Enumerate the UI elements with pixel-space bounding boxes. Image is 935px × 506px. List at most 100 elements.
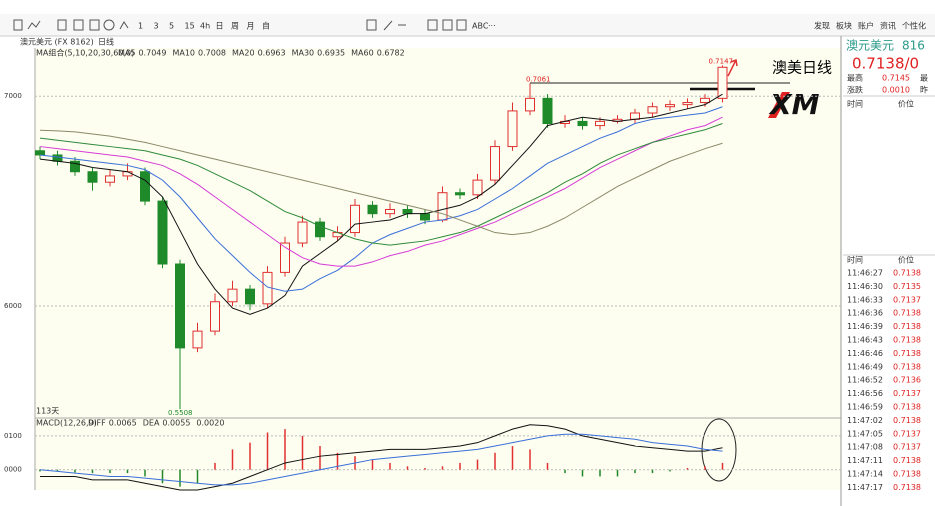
menu-item[interactable]: 账户 — [858, 21, 874, 31]
icon[interactable] — [13, 19, 23, 31]
candle-body — [175, 263, 185, 349]
icon[interactable] — [27, 20, 41, 30]
toolbar-icons[interactable] — [13, 19, 467, 31]
arrow — [727, 59, 737, 77]
legend-value: 0.7008 — [198, 49, 226, 58]
series-line — [39, 129, 723, 236]
candle-body — [700, 97, 710, 104]
toolbar-button[interactable]: ABC — [472, 22, 489, 31]
toolbar-button[interactable]: ··· — [488, 22, 496, 31]
candle-body — [192, 330, 203, 349]
macd-title: MACD(12,26,9) — [36, 419, 97, 428]
icon[interactable] — [442, 19, 453, 31]
menu-item[interactable]: 个性化 — [902, 21, 926, 31]
high-label: 0.7061 — [526, 75, 551, 83]
trade-price: 0.7137 — [893, 295, 921, 304]
trade-time: 11:47:14 — [847, 470, 883, 479]
period-button[interactable]: 5 — [169, 22, 174, 31]
trade-price: 0.7138 — [893, 470, 921, 479]
quote-code: 816 — [902, 39, 925, 53]
legend-value: 0.6782 — [377, 49, 405, 58]
legend-value: 0.0065 — [109, 419, 137, 428]
icon[interactable] — [383, 20, 393, 31]
legend-value: 0.7049 — [138, 49, 166, 58]
y-tick-label: 7000 — [4, 92, 22, 100]
highlight-circle — [701, 418, 737, 482]
trade-time: 11:46:36 — [847, 309, 883, 318]
toolbar — [0, 14, 935, 36]
trade-time: 11:46:56 — [847, 389, 883, 398]
series-line — [39, 106, 723, 292]
trade-time: 11:47:08 — [847, 443, 883, 452]
quote-name: 澳元美元 — [846, 39, 894, 53]
icon[interactable] — [119, 21, 129, 30]
candle-body — [367, 204, 378, 215]
price-panel — [35, 48, 841, 418]
trade-time: 11:46:49 — [847, 362, 883, 371]
trade-price: 0.7137 — [893, 389, 921, 398]
candle-body — [437, 192, 448, 221]
menu-item[interactable]: 板块 — [836, 21, 852, 31]
icon[interactable] — [456, 19, 467, 31]
series-line — [39, 123, 723, 246]
menu-item[interactable]: 发现 — [814, 21, 830, 31]
symbol: 澳元美元 (FX 8162) — [20, 37, 94, 47]
macd-value: 0.0020 — [196, 419, 224, 428]
icon[interactable] — [57, 19, 67, 31]
candle-body — [210, 301, 220, 332]
trade-time: 11:47:17 — [847, 483, 883, 492]
quote-value: 0.0010 — [882, 86, 910, 95]
trade-price: 0.7138 — [893, 362, 921, 371]
series-line — [39, 116, 723, 267]
trade-price: 0.7138 — [893, 416, 921, 425]
trade-price: 0.7138 — [893, 309, 921, 318]
candle-body — [682, 102, 693, 106]
candle-body — [577, 120, 588, 127]
trade-time: 11:47:02 — [847, 416, 883, 425]
candle-body — [297, 221, 308, 244]
menu-item[interactable]: 资讯 — [880, 21, 896, 31]
period-button[interactable]: 3 — [154, 22, 159, 31]
period-button[interactable]: 15 — [185, 22, 195, 31]
quote-label: 最高 — [847, 73, 863, 83]
candle-body — [490, 146, 500, 181]
icon[interactable] — [427, 19, 438, 31]
icon[interactable] — [103, 19, 115, 31]
trade-price: 0.7138 — [893, 483, 921, 492]
legend-value: 0.0055 — [162, 419, 190, 428]
trade-time: 11:46:30 — [847, 282, 883, 291]
candle-body — [507, 110, 518, 148]
candle-body — [105, 175, 115, 183]
period-button[interactable]: 月 — [247, 22, 255, 31]
period-button[interactable]: 日 — [216, 22, 224, 31]
period-button[interactable]: 1 — [138, 22, 143, 31]
icon[interactable] — [89, 19, 100, 31]
trade-price: 0.7138 — [893, 403, 921, 412]
icon[interactable] — [366, 19, 377, 31]
trade-time: 11:46:27 — [847, 269, 883, 278]
trade-time: 11:46:33 — [847, 295, 883, 304]
y-tick-label: 0100 — [4, 432, 22, 440]
y-tick-label: 0000 — [4, 466, 22, 474]
arrow-head — [730, 58, 738, 67]
col-header: 价位 — [898, 99, 914, 109]
series-line — [39, 93, 723, 315]
trade-time: 11:46:52 — [847, 376, 883, 385]
quote-label: 涨跌 — [847, 85, 863, 95]
period-button[interactable]: 自 — [262, 21, 270, 31]
legend-name: MA60 — [351, 49, 374, 58]
trade-price: 0.7138 — [893, 269, 921, 278]
candle-body — [420, 213, 430, 221]
period-button[interactable]: 4h — [200, 22, 210, 31]
period-button[interactable]: 周 — [231, 22, 239, 31]
candle-body — [525, 97, 535, 112]
ma-group: MA组合(5,10,20,30,60,0) — [36, 48, 134, 58]
trade-price: 0.7138 — [893, 349, 921, 358]
trade-price: 0.7138 — [893, 336, 921, 345]
period[interactable]: 日线 — [98, 37, 114, 47]
candle-body — [315, 221, 325, 238]
candle-body — [122, 171, 133, 177]
icon[interactable] — [73, 19, 84, 31]
